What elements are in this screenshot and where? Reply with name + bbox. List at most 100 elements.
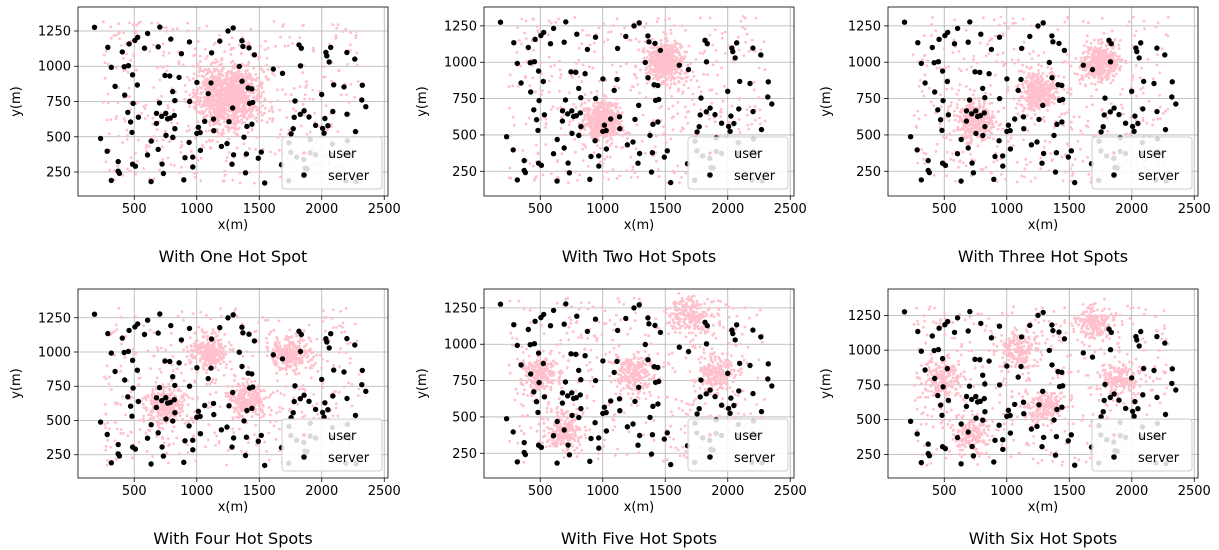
user-point [260,82,264,86]
user-point [923,73,927,77]
user-point [196,88,200,92]
server-point [344,111,350,117]
user-point [346,62,349,66]
user-point [218,107,221,111]
user-point [1051,92,1055,96]
user-point [197,74,200,78]
user-point [954,180,957,183]
user-point [975,123,978,126]
user-point [1047,99,1051,102]
server-point [132,163,139,169]
user-point [106,62,110,66]
user-point [116,164,119,168]
user-point [918,79,922,82]
user-point [1098,61,1101,65]
user-point [232,100,235,103]
user-point [754,16,758,20]
user-point [1109,81,1113,85]
user-point [1031,76,1035,79]
user-point [656,59,660,63]
user-point [1102,52,1106,56]
server-point [518,80,524,86]
user-point [199,179,203,183]
user-point [608,121,611,124]
user-point [259,100,263,104]
user-point [247,72,251,76]
user-point [126,71,130,74]
user-point [957,89,960,92]
user-point [596,144,599,148]
user-point [991,115,994,119]
user-point [995,180,999,184]
user-point [208,108,212,111]
user-point [1081,78,1085,81]
user-point [1143,27,1146,30]
server-point [576,132,582,139]
x-axis-label: x(m) [624,218,655,233]
user-point [965,129,969,132]
server-point [533,117,540,123]
user-point [602,136,606,139]
user-point [228,87,231,91]
user-point [663,18,667,21]
user-point [1022,40,1026,44]
user-point [1087,72,1090,75]
user-point [957,166,960,169]
user-point [178,171,182,174]
user-point [170,121,173,125]
user-point [301,102,305,106]
user-point [645,56,649,59]
server-point [685,66,692,73]
user-point [1078,82,1082,86]
user-point [588,43,592,47]
user-point [960,118,964,122]
server-point [167,115,173,121]
server-point [646,39,652,45]
user-point [610,133,613,137]
server-point [319,125,326,132]
user-point [987,52,991,55]
server-point [510,147,516,153]
user-point [231,66,235,70]
server-point [732,55,738,61]
user-point [131,23,135,27]
user-point [224,102,228,106]
user-point [134,172,138,176]
user-point [1049,67,1053,71]
user-point [1001,127,1004,131]
server-point [241,134,247,140]
user-point [588,33,591,37]
user-point [684,80,688,83]
server-point [208,80,214,86]
user-point [279,128,283,132]
user-point [1019,103,1022,107]
user-point [611,122,614,126]
user-point [600,105,604,109]
user-point [655,20,659,24]
user-point [620,119,624,123]
user-point [710,101,714,105]
user-point [268,117,272,120]
user-point [672,54,675,58]
user-point [625,169,628,173]
server-point [521,157,527,164]
user-point [957,67,961,71]
user-point [1119,103,1123,107]
user-point [238,90,242,93]
user-point [611,168,615,172]
user-point [977,99,981,103]
user-point [520,42,523,46]
user-point [588,108,592,112]
user-point [1020,174,1023,178]
user-point [1042,145,1046,149]
user-point [684,105,687,109]
user-point [288,35,292,39]
user-point [1033,113,1037,116]
user-point [1028,106,1032,110]
user-point [345,93,349,96]
user-point [203,67,207,71]
user-point [197,70,201,74]
user-point [298,85,302,89]
server-point [301,108,307,114]
server-point [1169,79,1176,85]
